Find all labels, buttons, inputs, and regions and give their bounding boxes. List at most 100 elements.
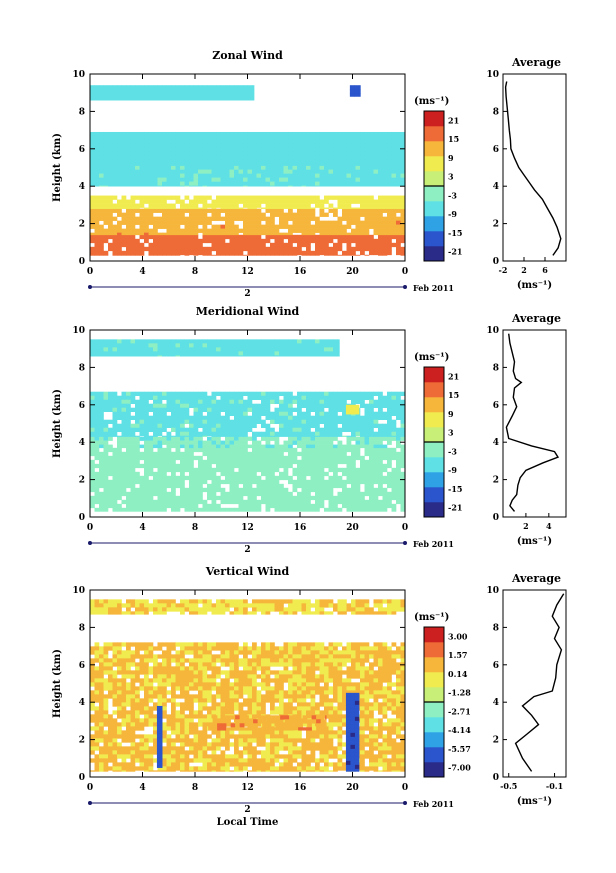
heatmap-cell <box>225 242 230 248</box>
heatmap-cell <box>229 451 235 457</box>
heatmap-cell <box>301 228 307 233</box>
heatmap-cell <box>189 650 194 655</box>
heatmap-cell <box>112 499 118 505</box>
heatmap-cell <box>162 435 167 437</box>
heatmap-cell <box>337 234 343 240</box>
heatmap-cell <box>184 242 190 248</box>
heatmap-cell <box>117 451 122 457</box>
heatmap-cell <box>99 403 104 409</box>
heatmap-cell <box>198 195 203 200</box>
heatmap-cell <box>162 403 167 409</box>
heatmap-cell <box>319 415 325 421</box>
heatmap-cell <box>378 444 383 449</box>
heatmap-cell <box>256 208 262 213</box>
heatmap-cell <box>148 131 154 137</box>
heatmap-cell <box>166 85 172 90</box>
heatmap-cell <box>166 250 172 256</box>
heatmap-cell <box>144 181 149 186</box>
heatmap-cell <box>297 435 302 437</box>
heatmap-cell <box>256 165 262 170</box>
heatmap-cell <box>301 650 307 655</box>
heatmap-cell <box>148 479 154 485</box>
heatmap-cell <box>234 147 239 153</box>
heatmap-cell <box>108 173 113 178</box>
heatmap-cell <box>238 216 244 221</box>
heatmap-cell <box>261 165 266 170</box>
heatmap-cell <box>387 242 392 248</box>
profile-frame <box>502 329 567 518</box>
heatmap-cell <box>301 459 307 465</box>
heatmap-cell <box>229 463 235 469</box>
heatmap-cell <box>396 654 401 659</box>
heatmap-cell <box>346 440 352 445</box>
heatmap-cell <box>337 220 343 225</box>
heatmap-cell <box>229 507 235 512</box>
heatmap-cell <box>400 163 406 166</box>
heatmap-cell <box>328 355 334 357</box>
heatmap-cell <box>180 347 185 352</box>
heatmap-cell <box>346 475 352 481</box>
heatmap-cell <box>333 475 338 481</box>
heatmap-cell <box>175 427 181 433</box>
heatmap-cell <box>99 662 104 667</box>
heatmap-cell <box>135 216 140 221</box>
heatmap-cell <box>207 177 212 182</box>
heatmap-cell <box>229 483 235 489</box>
heatmap-cell <box>373 403 379 409</box>
heatmap-cell <box>400 177 406 182</box>
heatmap-cell <box>130 97 136 101</box>
heatmap-cell <box>148 467 154 473</box>
heatmap-cell <box>202 207 208 209</box>
heatmap-cell <box>166 195 172 200</box>
heatmap-cell <box>387 169 392 174</box>
y-tick-label: 6 <box>79 145 85 155</box>
heatmap-cell <box>171 212 176 217</box>
heatmap-cell <box>346 495 352 501</box>
heatmap-cell <box>112 351 118 356</box>
heatmap-cell <box>265 650 271 655</box>
heatmap-cell <box>315 343 320 348</box>
heatmap-cell <box>211 165 217 170</box>
heatmap-cell <box>247 467 253 473</box>
heatmap-cell <box>270 163 275 166</box>
heatmap-cell <box>175 139 181 145</box>
heatmap-cell <box>135 195 140 200</box>
heatmap-cell <box>94 173 100 178</box>
heatmap-cell <box>328 143 334 149</box>
heatmap-cell <box>216 173 221 178</box>
heatmap-cell <box>396 232 401 236</box>
heatmap-cell <box>373 642 379 647</box>
heatmap-cell <box>324 159 329 165</box>
heatmap-cell <box>94 419 100 425</box>
heatmap-cell <box>189 658 194 663</box>
heatmap-cell <box>247 212 253 217</box>
heatmap-cell <box>175 391 181 397</box>
heatmap-cell <box>202 451 208 457</box>
heatmap-cell <box>319 391 325 397</box>
heatmap-cell <box>297 234 302 240</box>
heatmap-cell <box>301 143 307 149</box>
heatmap-cell <box>301 507 307 512</box>
heatmap-cell <box>310 436 316 441</box>
heatmap-cell <box>382 399 388 405</box>
heatmap-cell <box>283 459 289 465</box>
heatmap-cell <box>400 471 406 477</box>
heatmap-cell <box>337 658 343 663</box>
heatmap-cell <box>252 351 257 356</box>
heatmap-cell <box>117 423 122 429</box>
heatmap-cell <box>90 423 95 429</box>
heatmap-cell <box>234 135 239 141</box>
heatmap-cell <box>346 254 352 256</box>
heatmap-cell <box>288 185 293 187</box>
heatmap-cell <box>153 199 158 204</box>
heatmap-cell <box>279 431 284 437</box>
heatmap-cell <box>333 155 338 161</box>
heatmap-cell <box>373 499 379 505</box>
heatmap-cell <box>184 85 190 90</box>
heatmap-cell <box>288 435 293 437</box>
heatmap-cell <box>189 427 194 433</box>
heatmap-cell <box>135 135 140 141</box>
heatmap-cell <box>121 232 127 236</box>
heatmap-cell <box>216 208 221 213</box>
heatmap-cell <box>220 181 226 186</box>
